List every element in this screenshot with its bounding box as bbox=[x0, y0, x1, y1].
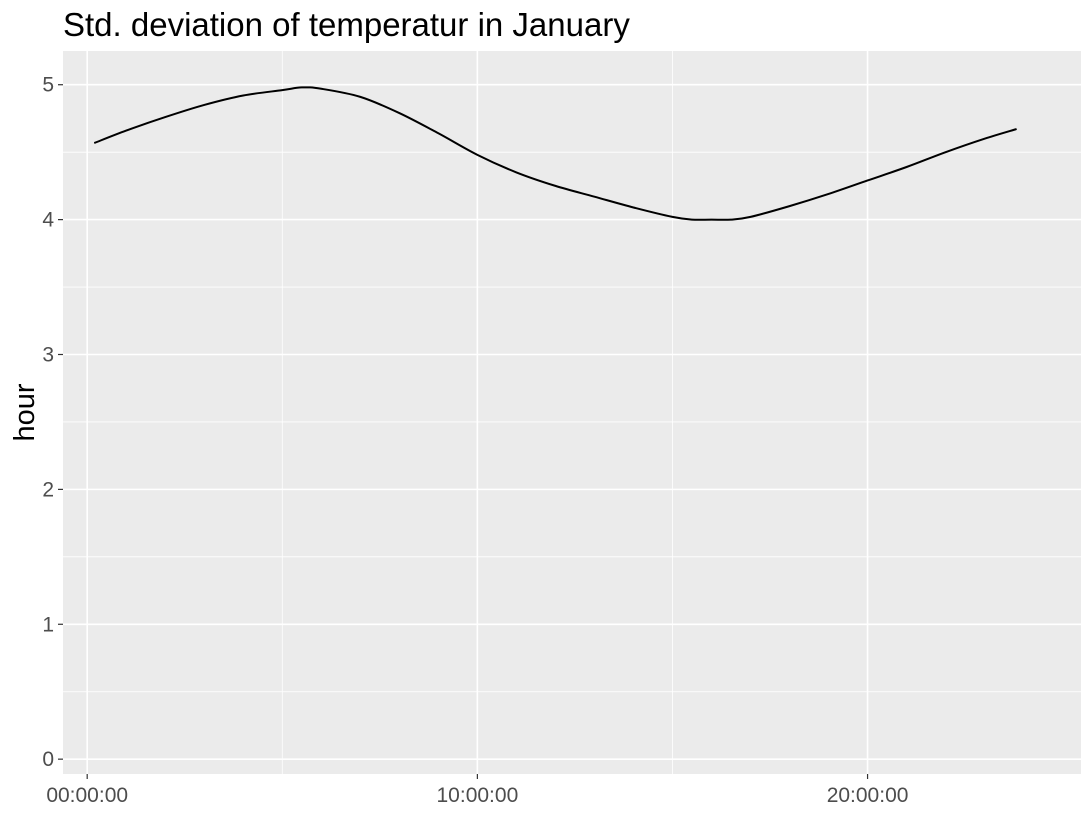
series-line bbox=[94, 86, 1017, 221]
y-tick-label: 4 bbox=[42, 209, 54, 232]
y-axis-ticks: 0 1 2 3 4 5 bbox=[42, 74, 63, 771]
y-axis-label: hour bbox=[9, 383, 41, 441]
x-tick-label: 00:00:00 bbox=[46, 784, 128, 807]
y-tick-label: 3 bbox=[42, 343, 54, 366]
minor-gridlines bbox=[63, 51, 1081, 774]
y-tick-label: 5 bbox=[42, 74, 54, 97]
chart-title: Std. deviation of temperatur in January bbox=[63, 6, 630, 43]
y-tick-label: 2 bbox=[42, 478, 54, 501]
plot-panel bbox=[63, 51, 1081, 774]
y-tick-label: 1 bbox=[42, 613, 54, 636]
series-layer bbox=[94, 86, 1017, 221]
x-tick-label: 20:00:00 bbox=[827, 784, 909, 807]
x-axis-ticks: 00:00:00 10:00:00 20:00:00 bbox=[46, 774, 908, 807]
y-tick-label: 0 bbox=[42, 748, 54, 771]
major-gridlines bbox=[63, 51, 1081, 774]
x-tick-label: 10:00:00 bbox=[437, 784, 519, 807]
